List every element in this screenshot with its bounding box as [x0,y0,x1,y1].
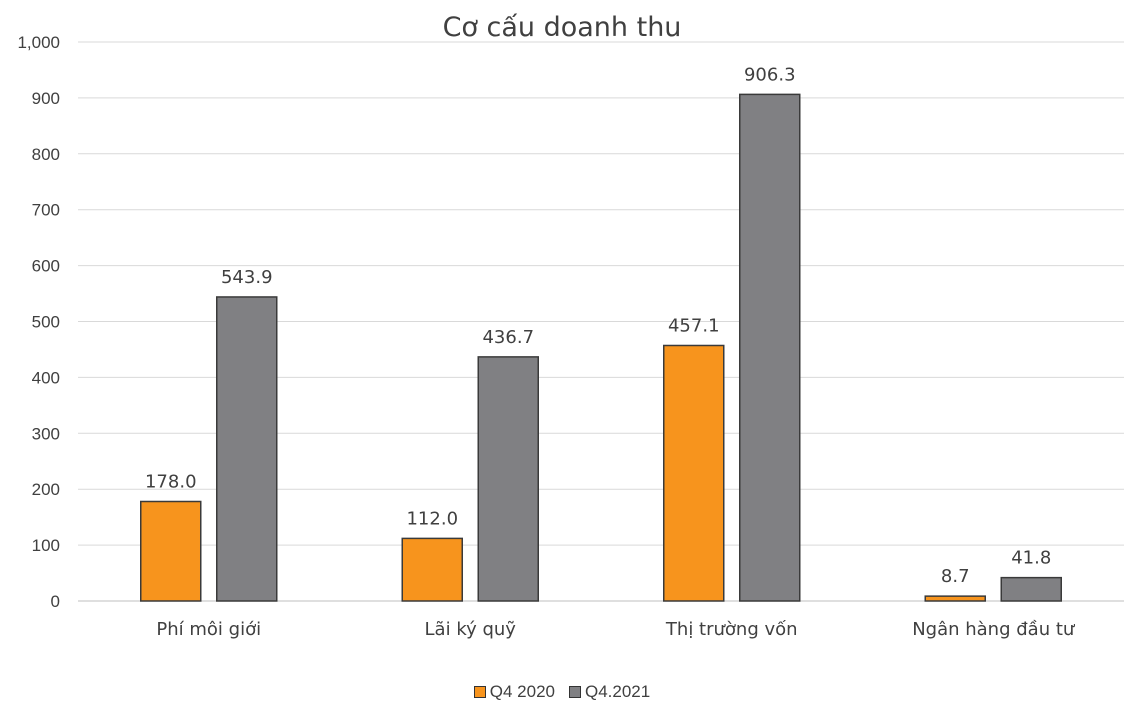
bar [924,595,986,602]
data-label: 178.0 [145,471,197,492]
bar [477,356,539,602]
bar [739,93,801,602]
x-tick-label: Thị trường vốn [665,619,798,640]
bar [216,296,278,602]
bar [401,537,463,602]
bar [663,344,725,602]
legend-item-q4-2020: Q4 2020 [473,682,555,702]
chart-title: Cơ cấu doanh thu [442,12,682,43]
bar [1000,576,1062,602]
legend: Q4 2020 Q4.2021 [0,682,1124,702]
legend-label-q4-2020: Q4 2020 [489,682,555,701]
bar [140,500,202,602]
y-tick-label: 700 [32,201,60,220]
y-tick-label: 400 [32,368,60,387]
x-tick-label: Phí môi giới [156,619,261,640]
y-tick-label: 300 [32,424,60,443]
y-tick-label: 1,000 [17,33,60,52]
data-label: 457.1 [668,315,720,336]
data-label: 906.3 [744,64,796,85]
legend-swatch-q4-2021 [569,686,581,698]
data-label: 8.7 [941,566,970,587]
y-tick-label: 0 [51,592,60,611]
y-tick-label: 200 [32,480,60,499]
data-label: 112.0 [406,508,458,529]
legend-swatch-q4-2020 [473,686,486,698]
data-label: 543.9 [221,267,273,288]
x-tick-label: Lãi ký quỹ [425,619,517,640]
y-tick-label: 900 [32,89,60,108]
legend-item-q4-2021: Q4.2021 [569,682,650,702]
data-label: 436.7 [482,327,534,348]
y-tick-label: 600 [32,257,60,276]
y-tick-label: 500 [32,313,60,332]
data-label: 41.8 [1011,548,1051,569]
x-tick-label: Ngân hàng đầu tư [912,619,1076,640]
y-tick-label: 100 [32,536,60,555]
y-tick-label: 800 [32,145,60,164]
legend-label-q4-2021: Q4.2021 [585,682,651,701]
